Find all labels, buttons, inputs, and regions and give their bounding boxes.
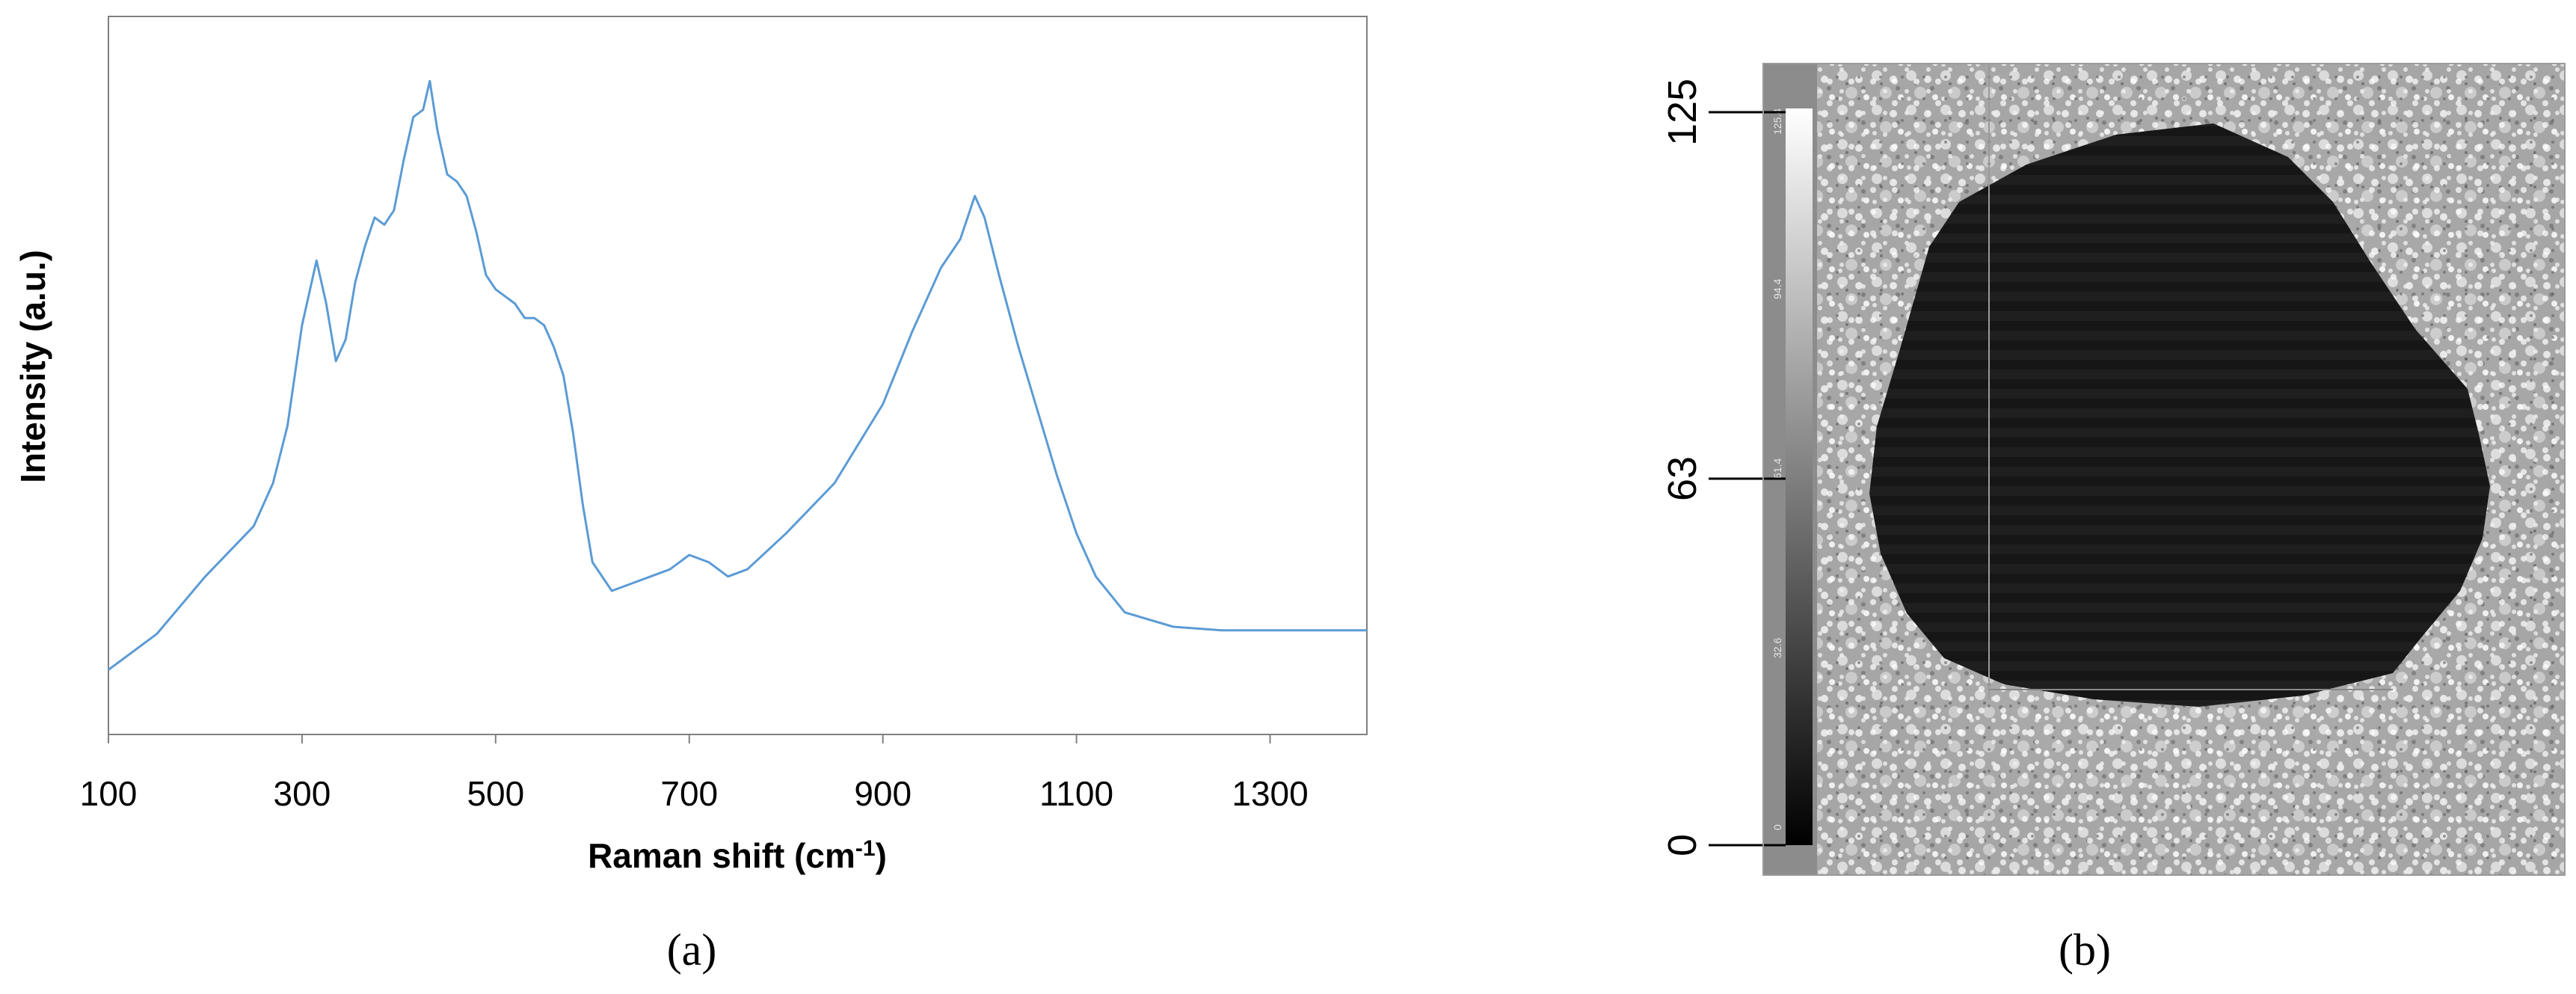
microscope-image-panel: 125.4 94.4 61.4 32.6 0 125 63 0 (b) xyxy=(1660,63,2566,975)
x-axis-title-end: ) xyxy=(876,836,887,875)
colorbar-small-label: 0 xyxy=(1771,824,1783,830)
x-tick-label: 700 xyxy=(660,774,718,813)
colorbar-tick-label: 125 xyxy=(1660,79,1705,146)
plot-area: 100 300 500 700 900 1100 1300 xyxy=(80,16,1368,813)
dark-hole-region xyxy=(1869,123,2490,707)
intensity-image xyxy=(1817,64,2565,875)
x-axis-title-superscript: -1 xyxy=(855,836,876,861)
colorbar-gradient xyxy=(1786,108,1813,845)
raman-spectrum-chart: 100 300 500 700 900 1100 1300 Intensity (a.u.)… xyxy=(13,16,1368,975)
x-axis-ticks: 100 300 500 700 900 1100 1300 xyxy=(80,734,1309,813)
panel-label-a: (a) xyxy=(667,925,717,975)
colorbar-small-label: 61.4 xyxy=(1771,458,1783,479)
colorbar-tick-label: 63 xyxy=(1660,456,1705,501)
panel-label-b: (b) xyxy=(2059,925,2111,975)
colorbar-tick-label: 0 xyxy=(1660,834,1705,856)
plot-frame xyxy=(108,16,1368,735)
x-tick-label: 900 xyxy=(854,774,912,813)
x-tick-label: 1300 xyxy=(1232,774,1308,813)
x-tick-label: 500 xyxy=(467,774,524,813)
y-axis-title: Intensity (a.u.) xyxy=(13,250,52,483)
colorbar-small-labels: 125.4 94.4 61.4 32.6 0 xyxy=(1771,108,1783,830)
series-line xyxy=(108,79,1367,671)
x-axis-title: Raman shift (cm-1) xyxy=(588,836,887,876)
x-axis-title-main: Raman shift (cm xyxy=(588,836,855,875)
colorbar-small-label: 94.4 xyxy=(1771,279,1783,299)
image-frame xyxy=(1762,63,2566,876)
x-tick-label: 1100 xyxy=(1039,774,1113,813)
x-tick-label: 300 xyxy=(274,774,331,813)
colorbar-small-label: 125.4 xyxy=(1771,108,1783,135)
colorbar-small-label: 32.6 xyxy=(1771,638,1783,658)
x-tick-label: 100 xyxy=(80,774,138,813)
